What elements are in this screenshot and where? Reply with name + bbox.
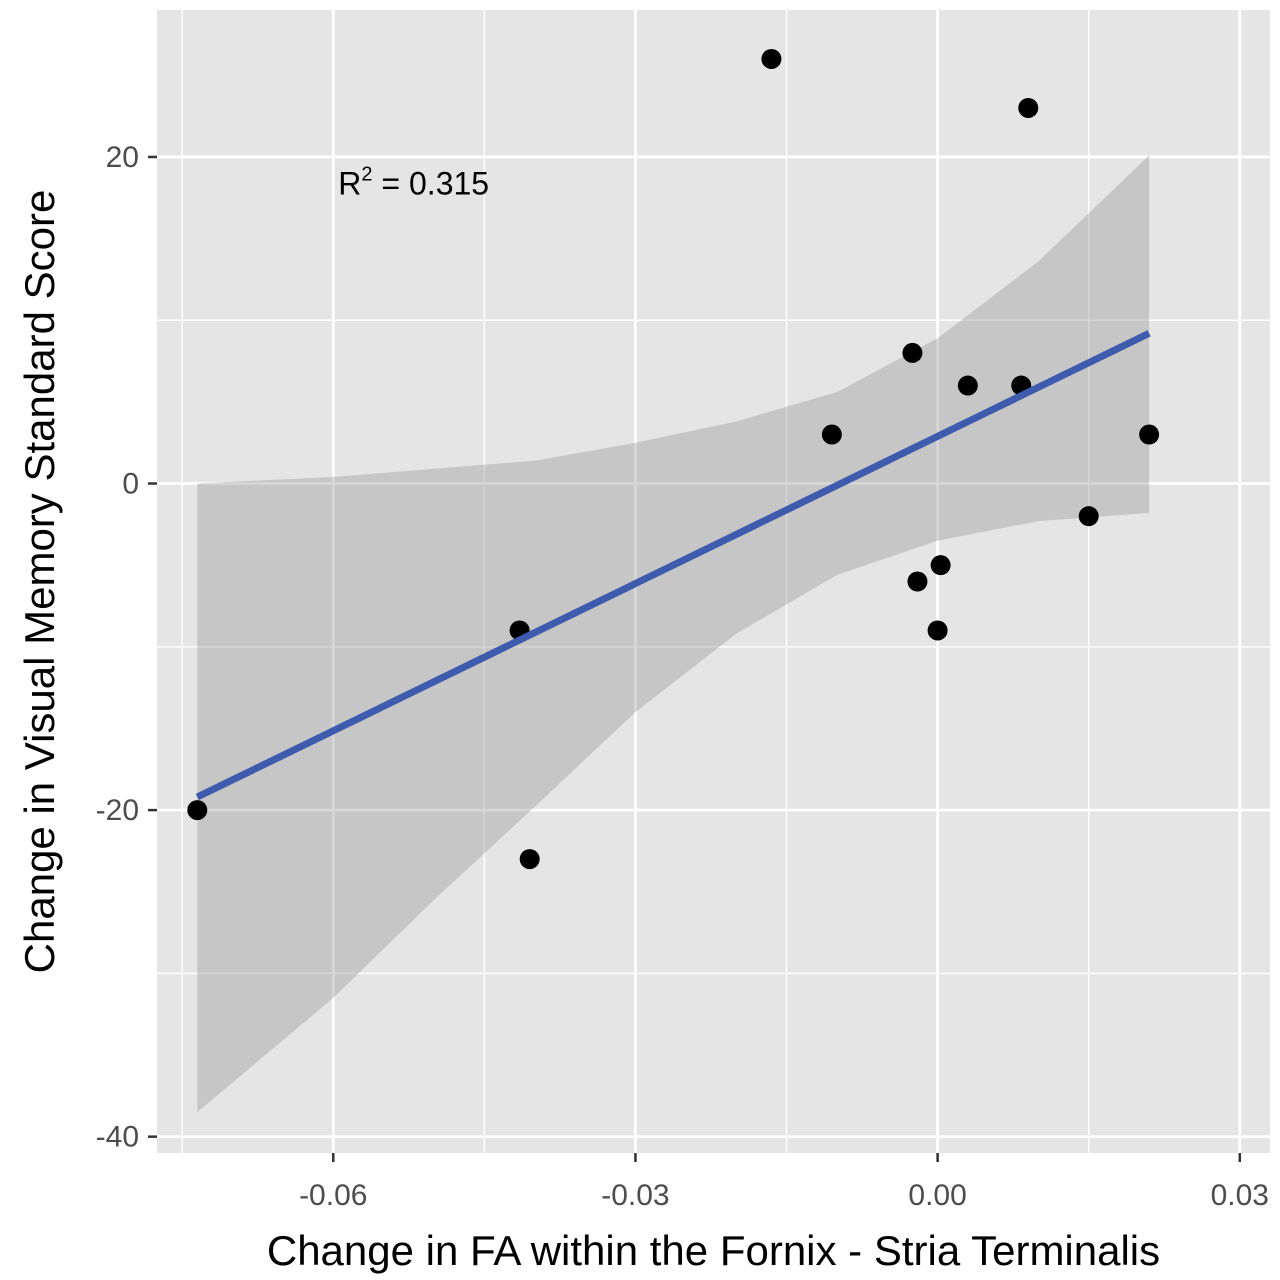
x-axis-title: Change in FA within the Fornix - Stria T…: [267, 1227, 1160, 1274]
data-point: [761, 48, 782, 69]
x-tick-label: 0.00: [908, 1179, 966, 1212]
data-point: [930, 555, 951, 576]
y-tick-label: -40: [96, 1121, 139, 1154]
r-squared-superscript: 2: [361, 164, 372, 186]
r-squared-value: = 0.315: [373, 166, 490, 202]
y-tick-label: 20: [106, 141, 139, 174]
data-point: [957, 375, 978, 396]
data-point: [187, 800, 208, 821]
data-points: [187, 48, 1160, 870]
data-point: [519, 849, 540, 870]
y-axis-ticks: -40 -20 0 20: [96, 141, 157, 1154]
data-point: [902, 342, 923, 363]
x-tick-label: 0.03: [1211, 1179, 1269, 1212]
regression-line: [195, 330, 1151, 801]
r-squared-base: R: [338, 166, 361, 202]
r-squared-annotation: R2 = 0.315: [338, 164, 489, 202]
data-point: [821, 424, 842, 445]
data-point: [1078, 506, 1099, 527]
x-tick-label: -0.03: [601, 1179, 669, 1212]
x-axis-ticks: -0.06 -0.03 0.00 0.03: [299, 1153, 1269, 1212]
y-tick-label: -20: [96, 794, 139, 827]
y-axis-title: Change in Visual Memory Standard Score: [16, 190, 63, 974]
data-point: [927, 620, 948, 641]
data-point: [1139, 424, 1160, 445]
data-point: [907, 571, 928, 592]
major-grid: [157, 10, 1270, 1153]
x-tick-label: -0.06: [299, 1179, 367, 1212]
data-point: [1018, 97, 1039, 118]
minor-grid: [157, 10, 1270, 1153]
y-tick-label: 0: [122, 468, 139, 501]
plot-panel: [157, 10, 1270, 1153]
confidence-band: [197, 155, 1150, 1113]
